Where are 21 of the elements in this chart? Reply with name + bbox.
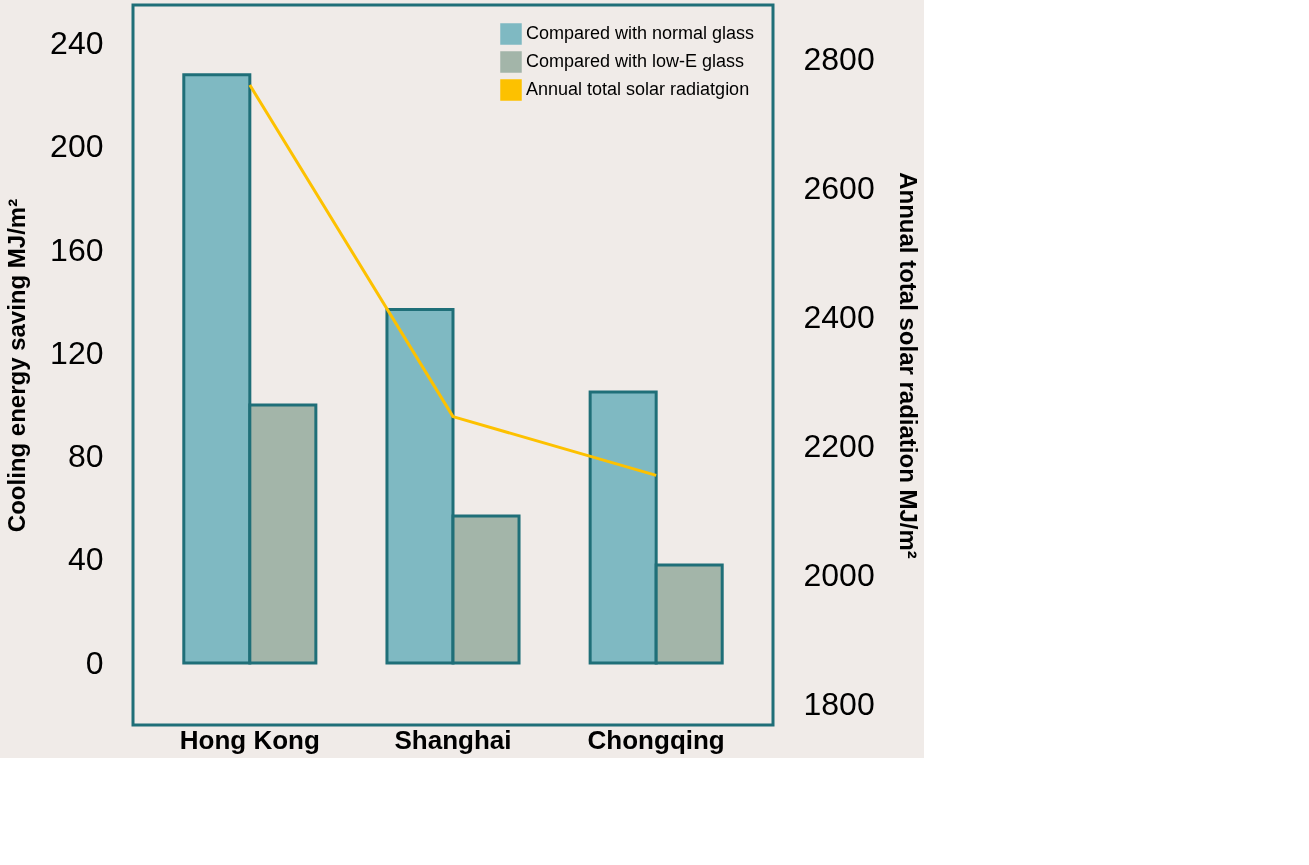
y-tick-label: 40 <box>67 541 104 578</box>
y2-tick-label: 1800 <box>803 685 875 722</box>
y2-tick-label: 2800 <box>803 40 875 77</box>
y2-axis-title: Annual total solar radiation MJ/m² <box>894 172 922 559</box>
legend-label: Compared with low-E glass <box>526 51 745 71</box>
x-tick-label: Hong Kong <box>179 724 320 755</box>
y-tick-label: 160 <box>50 231 104 268</box>
y-tick-label: 80 <box>67 438 104 475</box>
y-tick-label: 120 <box>50 334 104 371</box>
legend-label: Annual total solar radiatgion <box>526 79 750 99</box>
y2-tick-label: 2600 <box>803 169 875 206</box>
y-tick-label: 200 <box>50 128 104 165</box>
legend-label: Compared with normal glass <box>526 23 755 43</box>
y-tick-label: 240 <box>50 25 104 62</box>
y2-tick-label: 2200 <box>803 427 875 464</box>
y-tick-label: 0 <box>85 644 104 681</box>
y-axis-title: Cooling energy saving MJ/m² <box>3 198 31 533</box>
x-tick-label: Shanghai <box>394 724 512 755</box>
y2-tick-label: 2400 <box>803 298 875 335</box>
y2-tick-label: 2000 <box>803 556 875 593</box>
x-tick-label: Chongqing <box>587 724 725 755</box>
